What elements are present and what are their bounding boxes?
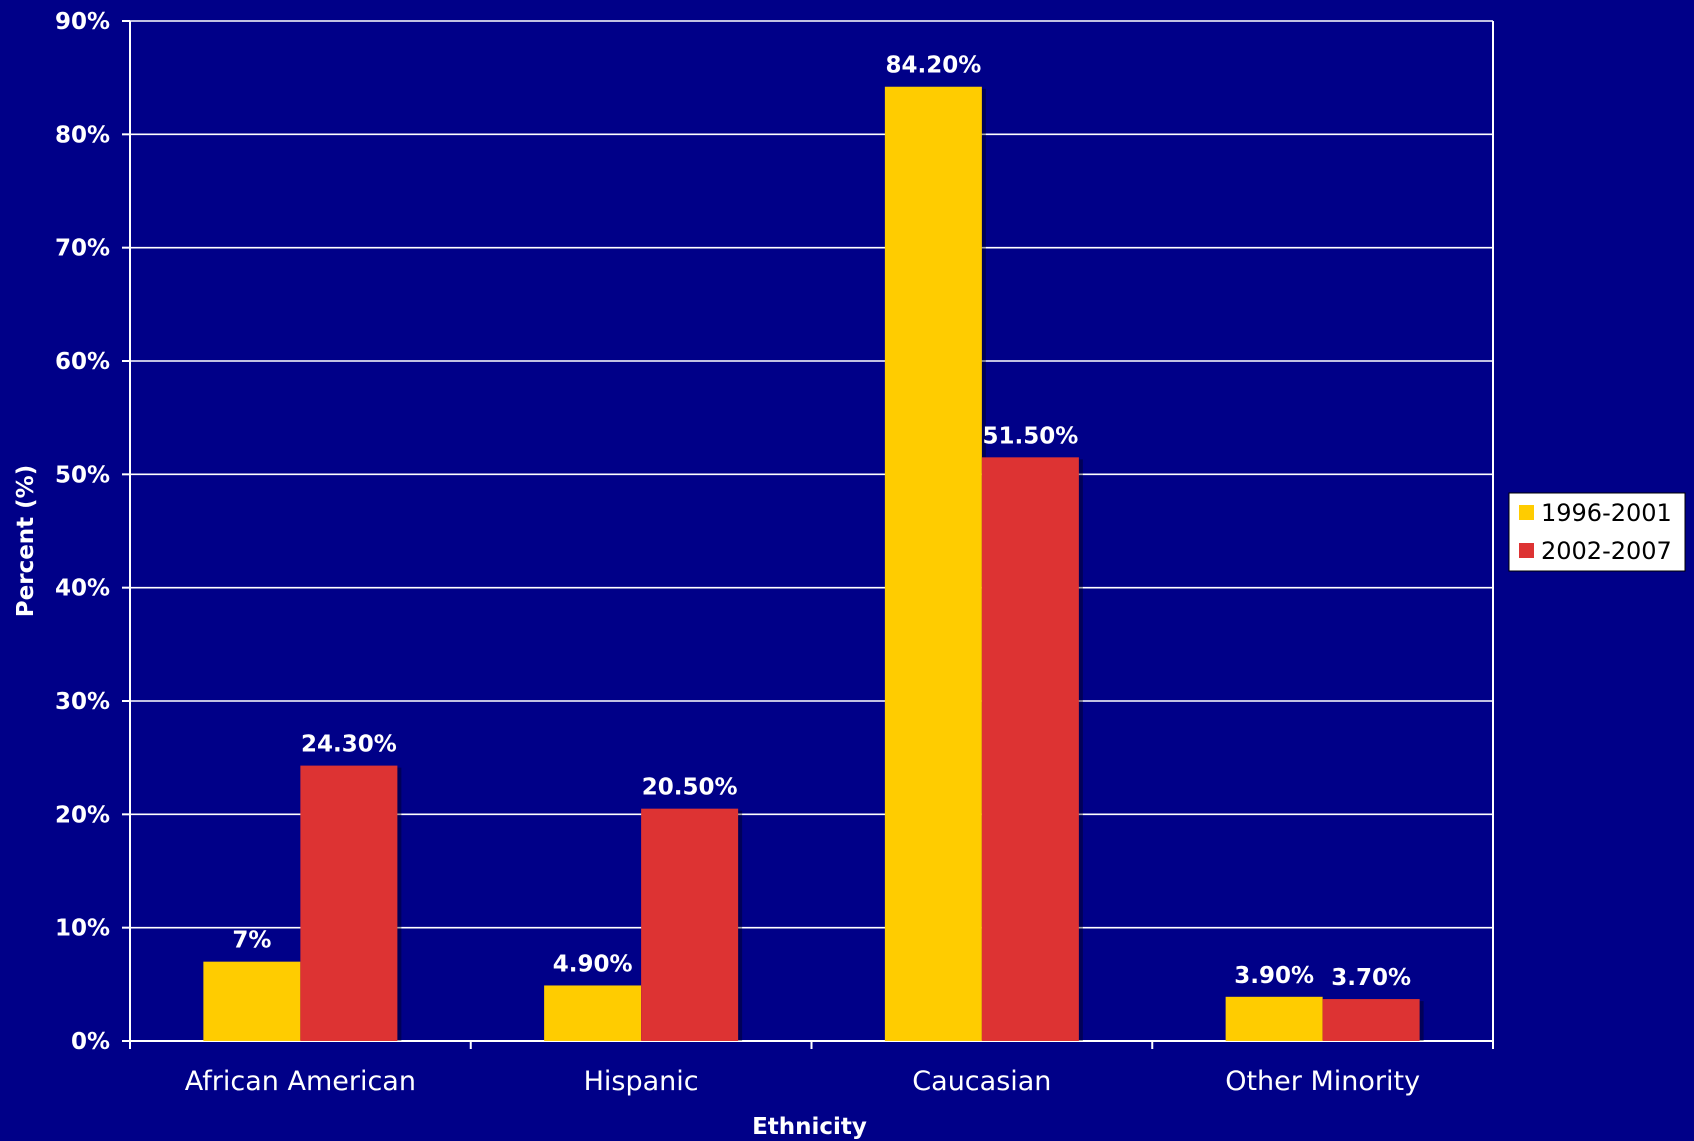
category-label: Hispanic xyxy=(584,1066,699,1097)
data-label: 3.90% xyxy=(1234,963,1314,989)
x-axis-title: Ethnicity xyxy=(752,1114,867,1140)
bars xyxy=(203,86,1424,1041)
data-label: 84.20% xyxy=(885,53,981,79)
bar xyxy=(884,86,982,1041)
bar xyxy=(1322,999,1420,1041)
category-labels: African American Hispanic Caucasian Other M… xyxy=(185,1066,1420,1097)
y-tick-label: 50% xyxy=(55,462,110,488)
bar xyxy=(544,985,642,1041)
legend-box xyxy=(1508,492,1686,572)
bar xyxy=(641,808,739,1041)
y-tick-label: 90% xyxy=(55,9,110,35)
data-label: 20.50% xyxy=(642,775,738,801)
bar xyxy=(1225,996,1323,1041)
bar xyxy=(981,457,1079,1041)
y-axis-title: Percent (%) xyxy=(13,465,39,617)
data-label: 7% xyxy=(232,928,271,954)
y-tick-label: 40% xyxy=(55,576,110,602)
category-label: African American xyxy=(185,1066,416,1097)
legend-swatch xyxy=(1519,505,1534,520)
y-tick-label: 60% xyxy=(55,349,110,375)
bar xyxy=(300,765,398,1041)
y-tick-label: 30% xyxy=(55,689,110,715)
data-label: 4.90% xyxy=(553,951,633,977)
y-axis-ticks: 0% 10% 20% 30% 40% 50% 60% 70% 80% 90% xyxy=(55,9,130,1055)
legend-swatch xyxy=(1519,543,1534,558)
legend-label: 1996-2001 xyxy=(1541,499,1672,527)
y-tick-label: 80% xyxy=(55,122,110,148)
bar xyxy=(203,961,301,1041)
data-label: 51.50% xyxy=(982,423,1078,449)
data-label: 24.30% xyxy=(301,732,397,758)
data-labels: 7% 24.30% 4.90% 20.50% 84.20% 51.50% 3.90% 3.70… xyxy=(232,53,1411,991)
y-tick-label: 20% xyxy=(55,802,110,828)
category-label: Caucasian xyxy=(912,1066,1051,1097)
legend-label: 2002-2007 xyxy=(1541,537,1672,565)
x-axis-ticks xyxy=(129,1041,1494,1049)
y-tick-label: 10% xyxy=(55,916,110,942)
y-tick-label: 70% xyxy=(55,236,110,262)
data-label: 3.70% xyxy=(1331,965,1411,991)
legend: 1996-2001 2002-2007 xyxy=(1508,492,1686,572)
category-label: Other Minority xyxy=(1225,1066,1420,1097)
y-tick-label: 0% xyxy=(71,1029,110,1055)
